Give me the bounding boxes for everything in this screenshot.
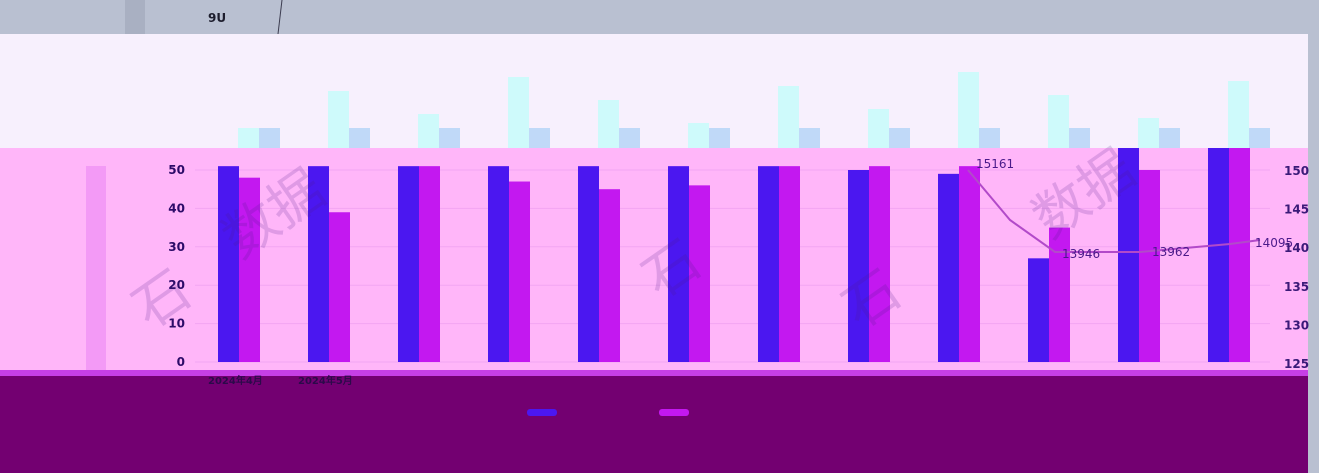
bar-1-9	[1028, 258, 1049, 362]
right-tick-label: 140	[1284, 241, 1309, 255]
bar-1-8	[938, 173, 959, 362]
ghost-bar	[799, 128, 820, 148]
ghost-bar	[709, 128, 730, 148]
bottom-divider	[0, 370, 1308, 376]
line-data-label: 13962	[1152, 245, 1190, 259]
left-tick-label: 20	[168, 278, 185, 292]
bar-1-3	[488, 166, 509, 362]
category-label: 2024年5月	[298, 374, 353, 387]
bar-2-0	[239, 177, 260, 362]
ghost-bar	[979, 128, 1000, 148]
category-labels: 2024年4月 2024年5月	[208, 374, 353, 387]
ghost-bar	[1048, 95, 1069, 148]
legend-swatch-series-1	[527, 409, 557, 416]
bar-2-10	[1139, 170, 1160, 362]
ghost-bar	[1249, 128, 1270, 148]
bar-2-8	[959, 166, 980, 362]
ghost-bar	[868, 109, 889, 148]
left-tick-label: 30	[168, 240, 185, 254]
right-tick-label: 145	[1284, 203, 1309, 217]
line-data-labels: 15161 13946 13962 14095	[976, 157, 1293, 261]
ghost-bar	[328, 91, 349, 148]
bar-1-7	[848, 170, 869, 362]
left-axis-ticks: 0 10 20 30 40 50	[168, 163, 185, 369]
right-axis-ticks: 125 130 135 140 145 150	[1284, 164, 1309, 371]
light-band	[0, 34, 1308, 148]
ghost-bar	[238, 128, 259, 148]
legend-swatch-series-2	[659, 409, 689, 416]
line-data-label: 13946	[1062, 247, 1100, 261]
top-tick-label: 9U	[208, 11, 226, 25]
ghost-bar	[1138, 118, 1159, 148]
top-block	[125, 0, 145, 34]
left-tick-label: 0	[177, 355, 185, 369]
bar-2-3	[509, 181, 530, 362]
bar-2-1	[329, 212, 350, 362]
category-label: 2024年4月	[208, 374, 263, 387]
bar-series	[218, 148, 1250, 362]
bar-2-7	[869, 166, 890, 362]
bar-1-5	[668, 166, 689, 362]
ghost-bar	[688, 123, 709, 148]
bar-1-10	[1118, 148, 1139, 362]
ghost-bar	[529, 128, 550, 148]
ghost-bar	[508, 77, 529, 148]
right-tick-label: 150	[1284, 164, 1309, 178]
right-tick-label: 130	[1284, 318, 1309, 332]
left-tick-label: 40	[168, 201, 185, 215]
ghost-bar	[778, 86, 799, 148]
ghost-bar	[598, 100, 619, 148]
ghost-bar	[889, 128, 910, 148]
bar-1-4	[578, 166, 599, 362]
line-series	[967, 169, 1261, 253]
line-data-label: 14095	[1255, 236, 1293, 250]
bar-2-9	[1049, 227, 1070, 362]
ghost-bars	[238, 72, 1270, 148]
ghost-bar	[1228, 81, 1249, 148]
left-tick-label: 50	[168, 163, 185, 177]
bar-2-4	[599, 189, 620, 362]
ghost-bar	[1159, 128, 1180, 148]
right-tick-label: 125	[1284, 357, 1309, 371]
bar-1-0	[218, 166, 239, 362]
ghost-bar	[1069, 128, 1090, 148]
bottom-band	[0, 376, 1308, 473]
top-streak	[277, 0, 283, 35]
gridlines	[195, 169, 1270, 363]
bar-1-11	[1208, 148, 1229, 362]
ghost-bar	[619, 128, 640, 148]
ghost-bar	[259, 128, 280, 148]
bar-2-5	[689, 185, 710, 362]
bar-1-6	[758, 166, 779, 362]
bar-2-11	[1229, 148, 1250, 362]
ghost-bar	[958, 72, 979, 148]
bar-2-6	[779, 166, 800, 362]
ghost-bar	[439, 128, 460, 148]
line-data-label: 15161	[976, 157, 1014, 171]
right-tick-label: 135	[1284, 280, 1309, 294]
bar-2-2	[419, 166, 440, 362]
ghost-bar	[418, 114, 439, 148]
ghost-bar	[349, 128, 370, 148]
bar-1-2	[398, 166, 419, 362]
bar-1-1	[308, 166, 329, 362]
left-tick-label: 10	[168, 317, 185, 331]
side-strip	[86, 166, 106, 394]
